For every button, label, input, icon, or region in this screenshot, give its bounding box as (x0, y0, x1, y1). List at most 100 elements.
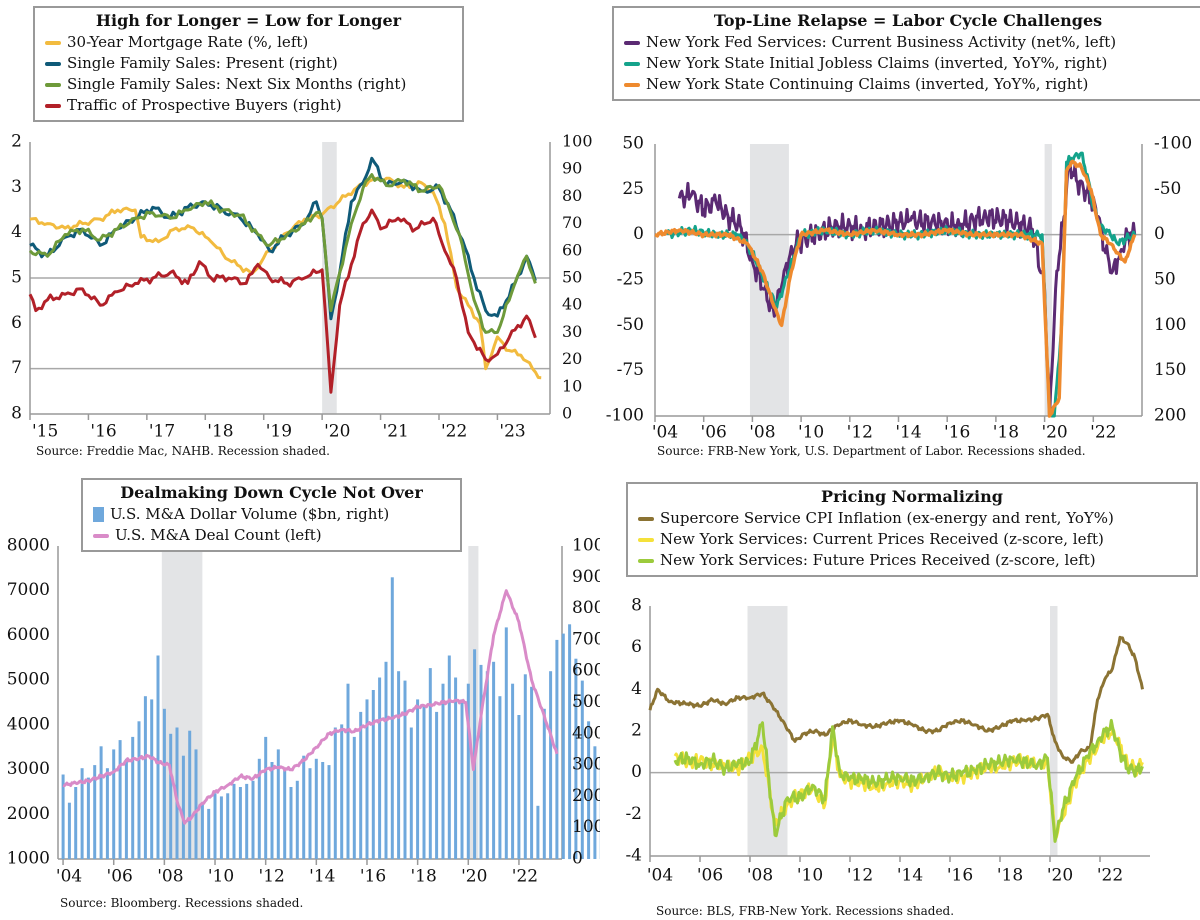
chart-mortgage-housing: 2 3 4 5 6 7 8 0 10 20 30 40 50 60 70 80 90 100'15'16'17'1… (0, 0, 600, 460)
chart-3-volume-bar (226, 793, 230, 859)
chart-2-y-right-tick-label: -50 (1154, 179, 1181, 199)
chart-4-x-tick-label: '22 (1097, 866, 1123, 886)
chart-1-y-left-tick-label: 4 (11, 222, 22, 242)
chart-1-y-right-tick-label: 0 (562, 404, 572, 423)
chart-4-x-tick-label: '18 (997, 866, 1023, 886)
chart-3-volume-bar (80, 768, 84, 859)
chart-3-volume-bar (188, 730, 192, 859)
chart-4-y-left-tick-label: 6 (631, 637, 642, 657)
chart-4-x-tick-label: '06 (697, 866, 723, 886)
chart-4-plot: -4 -2 0 2 4 6 8 '04 '06 '08 '10 '12 '14 '16 '18 '20 '22 (625, 596, 1150, 886)
legend-swatch (638, 558, 654, 563)
chart-pricing: -4 -2 0 2 4 6 8'04'06'08'10'12'14'16'18'20'22 … (600, 460, 1200, 920)
chart-2-plot: -100 -75 -50 -25 0 25 50 200 150 100 50 0 -50 -100 '04… (606, 134, 1192, 443)
chart-3-volume-bar (593, 746, 597, 859)
chart-2-legend: Top-Line Relapse = Labor Cycle Challenge… (612, 6, 1200, 101)
legend-swatch (638, 537, 654, 542)
chart-3-volume-bar (587, 721, 591, 859)
legend-label: U.S. M&A Dollar Volume ($bn, right) (110, 505, 390, 523)
chart-4-x-tick-label: '16 (947, 866, 973, 886)
chart-3-x-tick-label: '20 (461, 867, 487, 887)
chart-3-volume-bar (194, 749, 198, 859)
chart-3-volume-bar (93, 765, 97, 859)
chart-3-volume-bar (454, 677, 458, 859)
chart-2-x-tick-label: '14 (895, 423, 921, 443)
legend-label: New York Fed Services: Current Business … (646, 33, 1117, 51)
chart-4-y-left-tick-label: 2 (631, 721, 642, 741)
chart-3-y-left-tick-label: 6000 (7, 625, 50, 645)
chart-3-volume-bar (86, 777, 90, 859)
chart-3-x-tick-label: '12 (259, 867, 285, 887)
chart-3-y-left-tick-label: 8000 (7, 536, 50, 556)
chart-3-volume-bar (181, 755, 185, 859)
chart-4-legend: Pricing Normalizing Supercore Service CP… (626, 482, 1198, 577)
chart-2-y-left-tick-label: 50 (622, 134, 644, 154)
chart-3-volume-bar (169, 733, 173, 859)
chart-1-y-left-tick-label: 3 (11, 177, 22, 197)
chart-1-y-right-tick-label: 50 (562, 268, 582, 287)
chart-3-volume-bar (112, 749, 116, 859)
chart-1-y-right-tick-label: 10 (562, 376, 582, 395)
chart-3-legend: Dealmaking Down Cycle Not Over U.S. M&A … (81, 478, 462, 552)
chart-1-x-tick-label: '23 (499, 422, 525, 442)
chart-1-y-right-tick-label: 30 (562, 322, 582, 341)
chart-3-volume-bar (492, 661, 496, 859)
chart-3-x-tick-label: '16 (360, 867, 386, 887)
chart-2-y-right-tick-label: 50 (1154, 270, 1176, 290)
legend-swatch (624, 82, 640, 87)
chart-4-recession-band (1050, 606, 1058, 856)
legend-label: New York State Initial Jobless Claims (i… (646, 54, 1108, 72)
legend-item-deal-count: U.S. M&A Deal Count (left) (93, 525, 450, 546)
chart-3-volume-bar (105, 768, 109, 859)
chart-2-x-tick-label: '20 (1041, 423, 1067, 443)
chart-3-volume-bar (131, 736, 135, 859)
legend-item-buyer-traffic: Traffic of Prospective Buyers (right) (45, 95, 452, 116)
chart-2-title: Top-Line Relapse = Labor Cycle Challenge… (713, 11, 1103, 30)
chart-1-x-tick-label: '20 (324, 422, 350, 442)
chart-3-volume-bar (327, 765, 331, 859)
chart-1-x-tick-label: '19 (266, 422, 292, 442)
legend-swatch (45, 103, 61, 108)
chart-4-title: Pricing Normalizing (821, 487, 1003, 506)
legend-item-future-prices: New York Services: Future Prices Receive… (638, 550, 1186, 571)
chart-3-volume-bar (536, 805, 540, 859)
chart-1-x-tick-label: '21 (383, 422, 409, 442)
chart-3-y-left-tick-label: 2000 (7, 804, 50, 824)
chart-2-y-left-tick-label: 25 (622, 179, 644, 199)
chart-3-y-right-tick-label: 400 (572, 723, 600, 743)
chart-1-y-right-tick-label: 100 (562, 132, 593, 151)
chart-3-y-right-tick-label: 500 (572, 692, 600, 712)
chart-3-volume-bar (314, 758, 318, 859)
chart-3-x-tick-label: '18 (410, 867, 436, 887)
chart-1-legend: High for Longer = Low for Longer 30-Year… (33, 6, 464, 122)
chart-2-x-tick-label: '06 (701, 423, 727, 443)
chart-3-volume-bar (175, 727, 179, 859)
chart-4-series-line (648, 635, 1144, 764)
chart-1-y-right-tick-label: 60 (562, 240, 582, 259)
chart-2-y-left-tick-label: 0 (633, 224, 644, 244)
chart-1-x-tick-label: '16 (90, 422, 116, 442)
chart-2-y-left-tick-label: -75 (617, 360, 644, 380)
chart-1-y-left-tick-label: 2 (11, 132, 22, 152)
chart-1-series-line (29, 176, 542, 380)
legend-item-supercore-cpi: Supercore Service CPI Inflation (ex-ener… (638, 508, 1186, 529)
legend-swatch (624, 40, 640, 45)
chart-4-y-left-tick-label: -2 (625, 804, 642, 824)
legend-label: New York State Continuing Claims (invert… (646, 75, 1089, 93)
chart-3-volume-bar (403, 680, 407, 859)
chart-3-volume-bar (118, 740, 122, 859)
chart-3-volume-bar (409, 727, 413, 859)
chart-3-y-right-tick-label: 0 (572, 849, 583, 869)
legend-label: New York Services: Future Prices Receive… (660, 551, 1096, 569)
legend-swatch (638, 516, 654, 521)
legend-label: Single Family Sales: Next Six Months (ri… (67, 75, 407, 93)
chart-3-x-tick-label: '22 (512, 867, 538, 887)
chart-3-volume-bar (517, 715, 521, 859)
legend-item-continuing-claims: New York State Continuing Claims (invert… (624, 74, 1192, 95)
chart-1-y-left-tick-label: 5 (11, 268, 22, 288)
chart-2-y-right-tick-label: 0 (1154, 224, 1165, 244)
chart-2-x-tick-label: '16 (944, 423, 970, 443)
chart-1-title: High for Longer = Low for Longer (95, 11, 402, 30)
chart-2-y-right-tick-label: 150 (1154, 360, 1186, 380)
chart-3-volume-bar (416, 699, 420, 859)
